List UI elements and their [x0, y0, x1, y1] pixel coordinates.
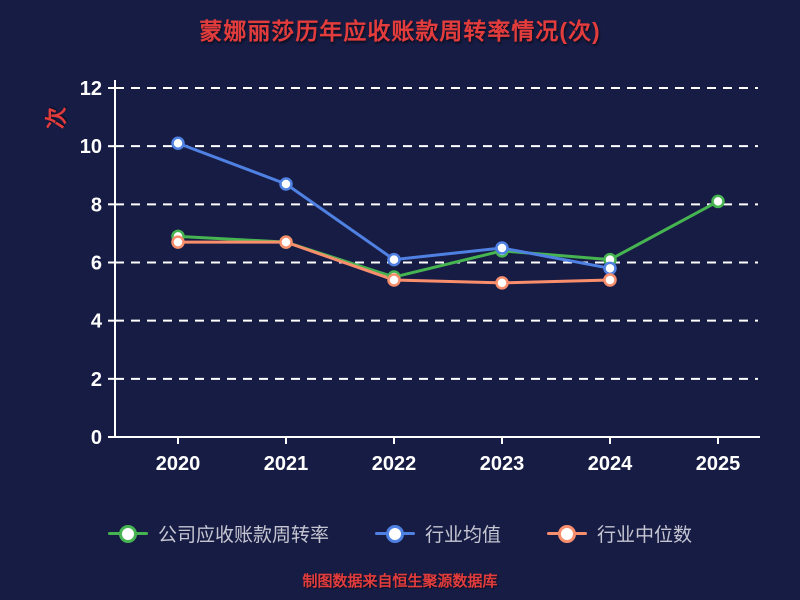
svg-text:10: 10 [80, 136, 102, 158]
line-chart: 0 2 4 6 8 10 12 2020 2021 2022 2023 2024 2025 [80, 78, 760, 475]
legend-marker-industry-mean-icon [374, 524, 415, 544]
svg-text:8: 8 [91, 194, 102, 216]
svg-text:2: 2 [91, 369, 102, 391]
legend: 公司应收账款周转率 行业均值 行业中位数 [0, 520, 800, 547]
legend-label-industry-mean: 行业均值 [424, 525, 501, 546]
svg-text:12: 12 [80, 78, 102, 100]
svg-text:2021: 2021 [264, 453, 309, 475]
svg-text:2025: 2025 [696, 453, 741, 475]
legend-label-industry-median: 行业中位数 [597, 525, 693, 546]
svg-text:2024: 2024 [588, 453, 633, 475]
svg-text:6: 6 [91, 253, 102, 275]
legend-item-industry-median: 行业中位数 [547, 520, 692, 547]
legend-item-company-turnover: 公司应收账款周转率 [107, 520, 329, 547]
svg-text:4: 4 [91, 311, 103, 333]
legend-label-company: 公司应收账款周转率 [157, 525, 329, 546]
svg-text:0: 0 [91, 427, 102, 449]
legend-marker-industry-median-icon [547, 524, 587, 544]
data-source-credit: 制图数据来自恒生聚源数据库 [302, 573, 498, 590]
legend-item-industry-mean: 行业均值 [374, 520, 501, 547]
svg-text:2020: 2020 [156, 453, 201, 475]
chart-title: 蒙娜丽莎历年应收账款周转率情况(次) [199, 18, 601, 44]
svg-text:2023: 2023 [480, 453, 525, 475]
legend-marker-company-icon [107, 524, 148, 544]
svg-text:2022: 2022 [372, 453, 417, 475]
